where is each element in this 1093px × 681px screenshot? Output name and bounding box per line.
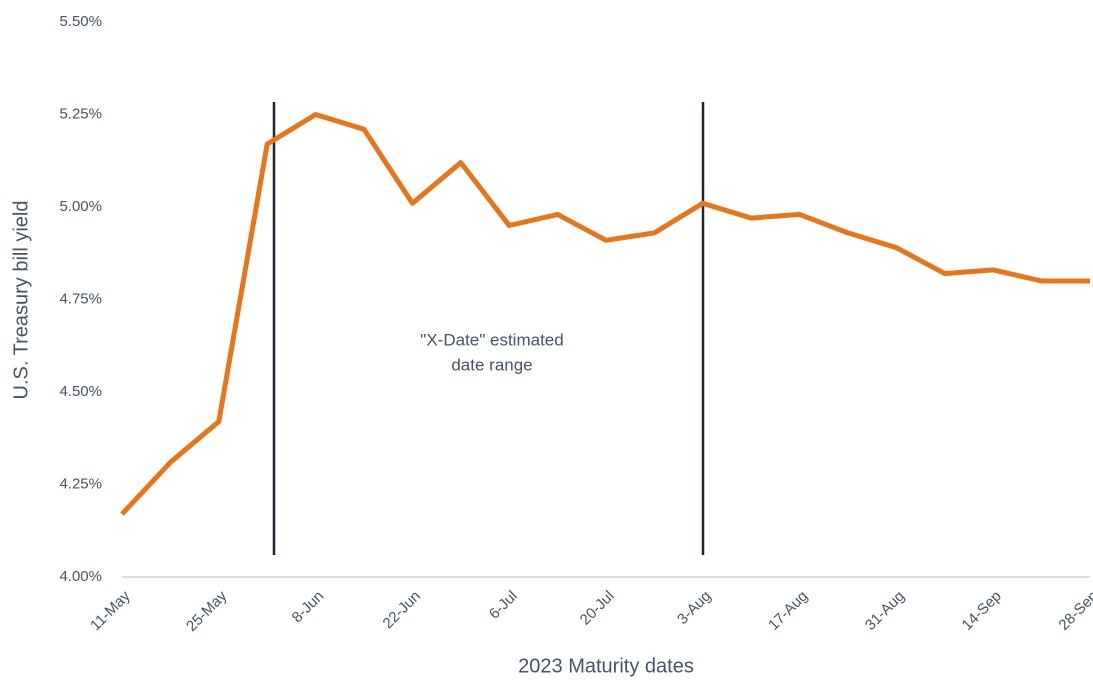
y-tick-label: 4.75%	[59, 290, 102, 307]
x-tick-label: 25-May	[183, 587, 231, 635]
y-tick-label: 5.25%	[59, 105, 102, 122]
x-tick-label: 14-Sep	[959, 588, 1005, 634]
y-tick-label: 4.50%	[59, 383, 102, 400]
y-tick-label: 5.50%	[59, 13, 102, 30]
x-tick-label: 8-Jun	[289, 588, 328, 627]
x-tick-label: 28-Sep	[1055, 588, 1093, 634]
y-tick-label: 5.00%	[59, 198, 102, 215]
annotation-line: "X-Date" estimated	[420, 330, 563, 349]
line-series	[120, 112, 1090, 516]
x-tick-label: 31-Aug	[862, 588, 908, 634]
annotation-line: date range	[451, 355, 532, 374]
y-tick-label: 4.00%	[59, 568, 102, 585]
y-tick-label: 4.25%	[59, 475, 102, 492]
y-axis-title: U.S. Treasury bill yield	[10, 201, 32, 400]
x-tick-label: 3-Aug	[674, 588, 714, 628]
x-tick-label: 11-May	[87, 587, 134, 634]
x-tick-label: 20-Jul	[577, 588, 618, 629]
x-tick-label: 17-Aug	[765, 588, 811, 634]
x-tick-label: 22-Jun	[380, 588, 424, 632]
x-axis-title: 2023 Maturity dates	[518, 655, 694, 677]
x-tick-label: 6-Jul	[486, 588, 521, 623]
